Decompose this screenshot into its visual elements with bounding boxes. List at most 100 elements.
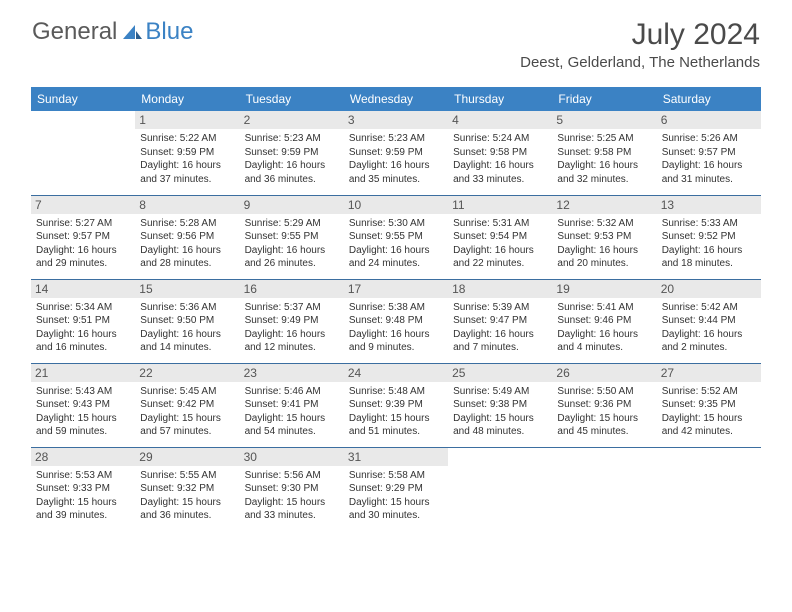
- sunset-text: Sunset: 9:57 PM: [36, 230, 130, 244]
- day-info: Sunrise: 5:39 AMSunset: 9:47 PMDaylight:…: [453, 301, 547, 355]
- day-number: 28: [31, 448, 135, 466]
- sunset-text: Sunset: 9:58 PM: [453, 146, 547, 160]
- sunset-text: Sunset: 9:51 PM: [36, 314, 130, 328]
- daylight-text: Daylight: 15 hours and 57 minutes.: [140, 412, 234, 439]
- sunset-text: Sunset: 9:29 PM: [349, 482, 443, 496]
- day-info: Sunrise: 5:23 AMSunset: 9:59 PMDaylight:…: [349, 132, 443, 186]
- daylight-text: Daylight: 16 hours and 29 minutes.: [36, 244, 130, 271]
- day-info: Sunrise: 5:30 AMSunset: 9:55 PMDaylight:…: [349, 217, 443, 271]
- day-number: 30: [240, 448, 344, 466]
- day-info: Sunrise: 5:34 AMSunset: 9:51 PMDaylight:…: [36, 301, 130, 355]
- sunrise-text: Sunrise: 5:58 AM: [349, 469, 443, 483]
- weekday-header: Thursday: [448, 87, 552, 111]
- calendar-day-cell: 30Sunrise: 5:56 AMSunset: 9:30 PMDayligh…: [240, 447, 344, 531]
- logo-sail-icon: [121, 23, 143, 41]
- daylight-text: Daylight: 15 hours and 54 minutes.: [245, 412, 339, 439]
- calendar-day-cell: 4 Sunrise: 5:24 AMSunset: 9:58 PMDaylight…: [448, 111, 552, 195]
- daylight-text: Daylight: 16 hours and 31 minutes.: [662, 159, 756, 186]
- sunset-text: Sunset: 9:52 PM: [662, 230, 756, 244]
- sunset-text: Sunset: 9:39 PM: [349, 398, 443, 412]
- sunrise-text: Sunrise: 5:41 AM: [557, 301, 651, 315]
- sunrise-text: Sunrise: 5:45 AM: [140, 385, 234, 399]
- sunrise-text: Sunrise: 5:46 AM: [245, 385, 339, 399]
- sunrise-text: Sunrise: 5:38 AM: [349, 301, 443, 315]
- sunrise-text: Sunrise: 5:37 AM: [245, 301, 339, 315]
- day-number: 12: [552, 196, 656, 214]
- daylight-text: Daylight: 15 hours and 42 minutes.: [662, 412, 756, 439]
- day-info: Sunrise: 5:33 AMSunset: 9:52 PMDaylight:…: [662, 217, 756, 271]
- calendar-day-cell: 19Sunrise: 5:41 AMSunset: 9:46 PMDayligh…: [552, 279, 656, 363]
- sunrise-text: Sunrise: 5:53 AM: [36, 469, 130, 483]
- sunset-text: Sunset: 9:32 PM: [140, 482, 234, 496]
- day-number: 5: [552, 111, 656, 129]
- sunrise-text: Sunrise: 5:50 AM: [557, 385, 651, 399]
- sunrise-text: Sunrise: 5:26 AM: [662, 132, 756, 146]
- sunrise-text: Sunrise: 5:52 AM: [662, 385, 756, 399]
- calendar-day-cell: 23Sunrise: 5:46 AMSunset: 9:41 PMDayligh…: [240, 363, 344, 447]
- day-number: 18: [448, 280, 552, 298]
- day-info: Sunrise: 5:43 AMSunset: 9:43 PMDaylight:…: [36, 385, 130, 439]
- calendar-day-cell: 17Sunrise: 5:38 AMSunset: 9:48 PMDayligh…: [344, 279, 448, 363]
- daylight-text: Daylight: 16 hours and 7 minutes.: [453, 328, 547, 355]
- weekday-header-row: SundayMondayTuesdayWednesdayThursdayFrid…: [31, 87, 761, 111]
- sunset-text: Sunset: 9:58 PM: [557, 146, 651, 160]
- daylight-text: Daylight: 15 hours and 45 minutes.: [557, 412, 651, 439]
- sunset-text: Sunset: 9:59 PM: [245, 146, 339, 160]
- sunset-text: Sunset: 9:59 PM: [349, 146, 443, 160]
- daylight-text: Daylight: 16 hours and 24 minutes.: [349, 244, 443, 271]
- day-number: 3: [344, 111, 448, 129]
- day-number: 29: [135, 448, 239, 466]
- sunset-text: Sunset: 9:33 PM: [36, 482, 130, 496]
- day-number: 19: [552, 280, 656, 298]
- calendar-day-cell: 31Sunrise: 5:58 AMSunset: 9:29 PMDayligh…: [344, 447, 448, 531]
- day-info: Sunrise: 5:23 AMSunset: 9:59 PMDaylight:…: [245, 132, 339, 186]
- sunset-text: Sunset: 9:49 PM: [245, 314, 339, 328]
- sunrise-text: Sunrise: 5:49 AM: [453, 385, 547, 399]
- day-number: 22: [135, 364, 239, 382]
- sunset-text: Sunset: 9:54 PM: [453, 230, 547, 244]
- calendar-day-cell: 3 Sunrise: 5:23 AMSunset: 9:59 PMDaylight…: [344, 111, 448, 195]
- calendar-day-cell: 7Sunrise: 5:27 AMSunset: 9:57 PMDaylight…: [31, 195, 135, 279]
- calendar-week-row: 1Sunrise: 5:22 AMSunset: 9:59 PMDaylight…: [31, 111, 761, 195]
- weekday-header: Monday: [135, 87, 239, 111]
- sunset-text: Sunset: 9:50 PM: [140, 314, 234, 328]
- daylight-text: Daylight: 16 hours and 9 minutes.: [349, 328, 443, 355]
- sunset-text: Sunset: 9:55 PM: [349, 230, 443, 244]
- day-info: Sunrise: 5:53 AMSunset: 9:33 PMDaylight:…: [36, 469, 130, 523]
- weekday-header: Saturday: [657, 87, 761, 111]
- day-number: 2: [240, 111, 344, 129]
- sunrise-text: Sunrise: 5:34 AM: [36, 301, 130, 315]
- day-number: 4: [448, 111, 552, 129]
- title-block: July 2024 Deest, Gelderland, The Netherl…: [520, 18, 760, 71]
- sunrise-text: Sunrise: 5:31 AM: [453, 217, 547, 231]
- day-number: 16: [240, 280, 344, 298]
- daylight-text: Daylight: 16 hours and 18 minutes.: [662, 244, 756, 271]
- weekday-header: Wednesday: [344, 87, 448, 111]
- calendar-day-cell: 8 Sunrise: 5:28 AMSunset: 9:56 PMDaylight…: [135, 195, 239, 279]
- day-info: Sunrise: 5:37 AMSunset: 9:49 PMDaylight:…: [245, 301, 339, 355]
- calendar-day-cell: 12Sunrise: 5:32 AMSunset: 9:53 PMDayligh…: [552, 195, 656, 279]
- sunrise-text: Sunrise: 5:29 AM: [245, 217, 339, 231]
- month-title: July 2024: [520, 18, 760, 52]
- daylight-text: Daylight: 15 hours and 48 minutes.: [453, 412, 547, 439]
- daylight-text: Daylight: 16 hours and 2 minutes.: [662, 328, 756, 355]
- day-number: 8: [135, 196, 239, 214]
- day-info: Sunrise: 5:28 AMSunset: 9:56 PMDaylight:…: [140, 217, 234, 271]
- day-info: Sunrise: 5:45 AMSunset: 9:42 PMDaylight:…: [140, 385, 234, 439]
- daylight-text: Daylight: 15 hours and 36 minutes.: [140, 496, 234, 523]
- day-info: Sunrise: 5:24 AMSunset: 9:58 PMDaylight:…: [453, 132, 547, 186]
- calendar-day-cell: 14Sunrise: 5:34 AMSunset: 9:51 PMDayligh…: [31, 279, 135, 363]
- calendar-empty-cell: [31, 111, 135, 195]
- day-number: 6: [657, 111, 761, 129]
- day-number: 10: [344, 196, 448, 214]
- sunrise-text: Sunrise: 5:23 AM: [245, 132, 339, 146]
- calendar-day-cell: 29 Sunrise: 5:55 AMSunset: 9:32 PMDayligh…: [135, 447, 239, 531]
- day-info: Sunrise: 5:46 AMSunset: 9:41 PMDaylight:…: [245, 385, 339, 439]
- calendar-day-cell: 27Sunrise: 5:52 AMSunset: 9:35 PMDayligh…: [657, 363, 761, 447]
- weekday-header: Sunday: [31, 87, 135, 111]
- sunrise-text: Sunrise: 5:55 AM: [140, 469, 234, 483]
- daylight-text: Daylight: 16 hours and 35 minutes.: [349, 159, 443, 186]
- calendar-week-row: 28Sunrise: 5:53 AMSunset: 9:33 PMDayligh…: [31, 447, 761, 531]
- daylight-text: Daylight: 15 hours and 51 minutes.: [349, 412, 443, 439]
- sunset-text: Sunset: 9:59 PM: [140, 146, 234, 160]
